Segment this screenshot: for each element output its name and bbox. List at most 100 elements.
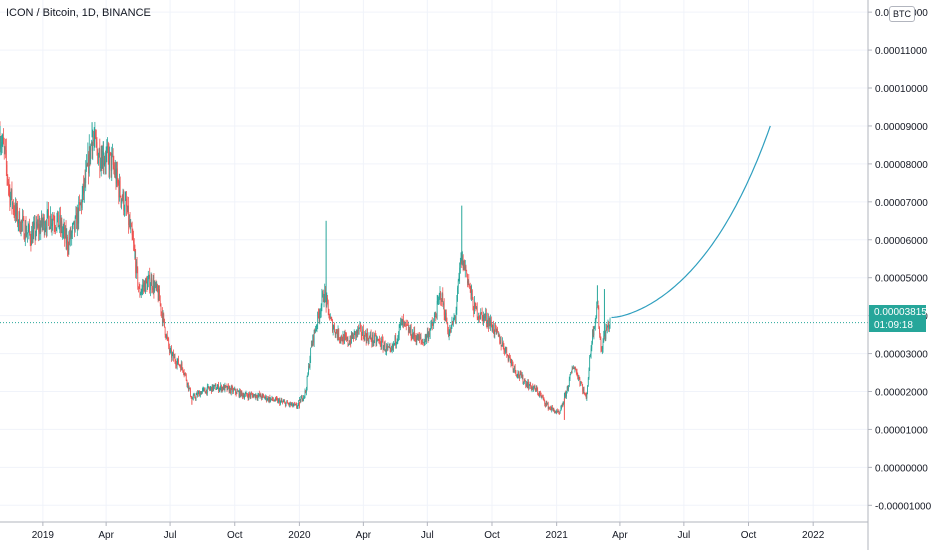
- candle-body: [469, 284, 470, 286]
- candle-body: [79, 203, 81, 205]
- candle-body: [309, 359, 311, 368]
- projection-curve-layer: [611, 125, 771, 319]
- candle-body: [198, 391, 200, 393]
- candle-body: [43, 217, 44, 224]
- candle-body: [480, 312, 482, 319]
- candle-body: [475, 303, 477, 310]
- candle-body: [35, 232, 37, 237]
- candle-body: [238, 391, 240, 397]
- candle-body: [305, 390, 307, 393]
- y-tick-label: 0.00005000: [875, 274, 928, 285]
- candle-body: [230, 388, 231, 393]
- candle-body: [405, 322, 407, 325]
- candle-body: [566, 390, 567, 397]
- candle-body: [527, 382, 529, 388]
- time-axis[interactable]: 2019 Apr Jul Oct 2020 Apr Jul Oct 2021 Apr Jul Oct 2…: [0, 521, 868, 541]
- candle-body: [407, 325, 409, 333]
- candle-body: [585, 394, 587, 399]
- candle-body: [162, 314, 164, 323]
- candle-body: [377, 339, 379, 341]
- candle-body: [29, 233, 31, 241]
- candle-body: [207, 386, 209, 388]
- candle-body: [462, 255, 463, 265]
- candle-body: [221, 387, 223, 391]
- candle-body: [303, 396, 304, 400]
- candle-body: [278, 399, 280, 401]
- candle-body: [83, 178, 85, 193]
- candle-body: [98, 149, 100, 158]
- candle-body: [216, 387, 218, 390]
- candle-body: [414, 330, 416, 337]
- candle-body: [94, 131, 96, 140]
- candle-body: [441, 293, 443, 302]
- candle-body: [313, 329, 315, 343]
- candle-body: [307, 373, 309, 377]
- candle-body: [222, 387, 224, 390]
- candle-body: [174, 356, 176, 362]
- candle-body: [424, 335, 426, 342]
- candle-body: [224, 385, 226, 391]
- candle-body: [294, 403, 295, 405]
- candle-body: [356, 330, 358, 333]
- price-axis[interactable]: 0.000120000.000110000.000100000.00009000…: [867, 0, 932, 550]
- candle-body: [409, 329, 411, 333]
- candle-body: [160, 303, 162, 313]
- candle-body: [85, 169, 87, 183]
- candle-body: [588, 370, 590, 379]
- candle-body: [227, 385, 229, 390]
- candle-body: [33, 224, 35, 230]
- candle-body: [60, 215, 61, 228]
- candle-body: [490, 320, 492, 326]
- candle-body: [214, 385, 215, 387]
- candle-body: [8, 182, 9, 186]
- candle-body: [47, 209, 49, 211]
- candle-body: [295, 404, 297, 405]
- candle-body: [161, 312, 163, 313]
- candle-body: [602, 341, 604, 349]
- candle-body: [516, 375, 518, 377]
- candle-body: [358, 327, 359, 331]
- candle-body: [172, 353, 174, 354]
- candle-body: [372, 334, 374, 343]
- candle-body: [545, 402, 547, 406]
- candle-body: [217, 384, 219, 388]
- candle-body: [439, 292, 441, 295]
- candle-body: [370, 334, 372, 341]
- candle-body: [48, 217, 50, 230]
- candle-body: [176, 361, 178, 366]
- candle-body: [164, 327, 166, 336]
- candle-body: [186, 380, 188, 386]
- candle-body: [478, 316, 479, 318]
- candle-body: [543, 397, 545, 400]
- candle-body: [109, 152, 110, 170]
- candle-body: [256, 394, 257, 398]
- candle-body: [22, 217, 24, 219]
- candle-body: [159, 300, 161, 304]
- candle-body: [374, 334, 375, 342]
- candle-body: [244, 396, 245, 399]
- candle-body: [260, 394, 262, 398]
- candle-body: [336, 330, 338, 334]
- candle-body: [339, 339, 340, 340]
- candle-body: [291, 402, 293, 405]
- candle-body: [263, 396, 265, 399]
- candle-body: [191, 398, 193, 400]
- candle-body: [419, 335, 420, 339]
- candle-body: [327, 297, 328, 302]
- candle-body: [567, 387, 569, 389]
- candle-body: [561, 405, 562, 408]
- candle-body: [429, 329, 431, 335]
- candle-body: [450, 329, 451, 333]
- candle-body: [182, 367, 184, 372]
- candle-body: [34, 222, 35, 225]
- candle-body: [38, 223, 40, 232]
- candle-body: [511, 361, 513, 364]
- candle-body: [212, 384, 214, 390]
- currency-tag[interactable]: BTC: [889, 6, 915, 22]
- x-tick-label: Jul: [677, 530, 690, 541]
- candle-body: [19, 212, 21, 231]
- candle-body: [488, 320, 490, 327]
- candle-body: [539, 393, 541, 396]
- candle-body: [194, 394, 196, 398]
- candle-body: [143, 285, 144, 287]
